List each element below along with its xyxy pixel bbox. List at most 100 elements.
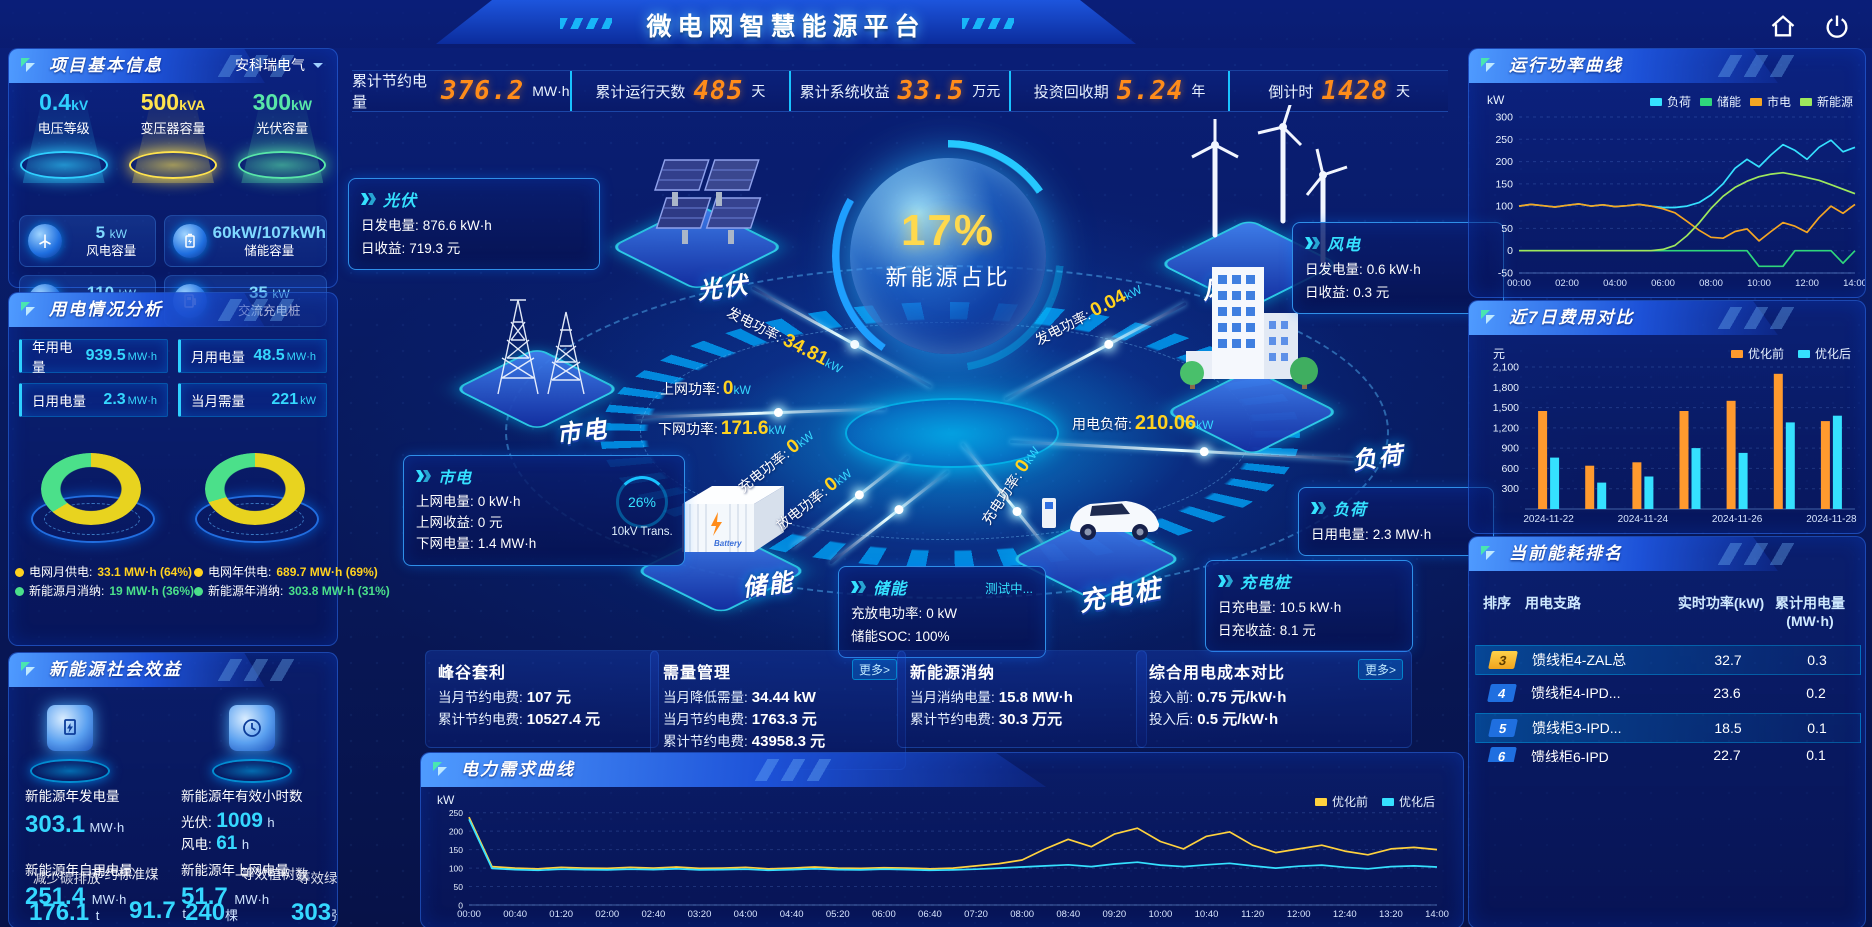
company-select[interactable]: 安科瑞电气: [235, 55, 323, 75]
panel-corner-icon: [1481, 58, 1497, 74]
wind-icon: [28, 224, 62, 258]
more-button[interactable]: 更多>: [851, 659, 897, 680]
panel-title: 运行功率曲线: [1509, 56, 1623, 75]
home-icon[interactable]: [1768, 12, 1798, 40]
flow-load-power: 用电负荷: 210.06kW: [1072, 412, 1214, 434]
svg-text:50: 50: [454, 882, 464, 892]
panel-consumption: 用电情况分析 年用电量 939.5 MW·h 月用电量 48.5 MW·h 日用电量 2.…: [8, 292, 390, 646]
kpi-run-days: 累计运行天数 485 天: [569, 71, 790, 111]
storage-island-label: 储能: [740, 568, 796, 603]
svg-text:01:20: 01:20: [549, 909, 573, 920]
spotlight-stats: 0.4kV 电压等级 500kVA 变压器容量 300kW 光伏容量: [9, 83, 337, 207]
legend-before[interactable]: 优化前: [1314, 793, 1368, 810]
panel-corner-icon: [433, 762, 449, 778]
legend-renew-year[interactable]: 新能源年消纳: 303.8 MW·h (31%): [194, 582, 390, 601]
table-row[interactable]: 6 馈线柜6-IPD 22.7 0.1: [1475, 747, 1859, 762]
cost-legend: 优化前 优化后: [1730, 345, 1851, 362]
stat-year-energy: 年用电量 939.5 MW·h: [19, 339, 168, 375]
benefit-selfuse-coal-co2: 新能源年自用电量 节约标准煤 减少碳排放 251.4 MW·h 176.1 t …: [25, 863, 187, 926]
spot-pv-capacity: 300kW 光伏容量: [232, 89, 332, 207]
svg-text:100: 100: [449, 864, 463, 874]
chevron-right-icon: [361, 193, 376, 205]
stat-month-demand: 当月需量 221 kW: [178, 383, 327, 417]
hours-clock-icon: [207, 705, 297, 783]
legend-grid-month[interactable]: 电网月供电: 33.1 MW·h (64%): [15, 563, 194, 582]
svg-text:250: 250: [449, 808, 463, 818]
legend-grid[interactable]: 市电: [1749, 93, 1791, 110]
ev-car-icon: [1042, 498, 1159, 540]
panel-title: 电力需求曲线: [461, 760, 575, 779]
svg-text:04:00: 04:00: [734, 909, 758, 920]
legend-after[interactable]: 优化后: [1797, 345, 1851, 362]
svg-text:02:00: 02:00: [1555, 278, 1579, 289]
kpi-saved-energy: 累计节约电量 376.2 MW·h: [352, 73, 570, 111]
svg-text:11:20: 11:20: [1241, 909, 1264, 920]
header-deco-right: [962, 18, 1014, 29]
rank-badge: 4: [1487, 684, 1517, 702]
page-title: 微电网智慧能源平台: [646, 13, 926, 41]
building-icon: [1180, 267, 1318, 389]
charger-info-box: 充电桩 日充电量: 10.5 kW·h 日充收益: 8.1 元: [1205, 560, 1413, 652]
svg-text:14:00: 14:00: [1843, 278, 1865, 289]
strategy-demand-mgmt: 需量管理 更多> 当月降低需量: 34.44 kW 当月节约电费: 1763.3 元…: [650, 650, 906, 770]
table-row[interactable]: 3 馈线柜4-ZAL总 32.7 0.3: [1475, 645, 1861, 675]
svg-text:09:20: 09:20: [1102, 909, 1126, 920]
capacity-storage: 60kW/107kWh 储能容量: [163, 215, 327, 267]
panel-corner-icon: [21, 302, 37, 318]
legend-renew-month[interactable]: 新能源月消纳: 19 MW·h (36%): [15, 582, 194, 601]
demand-legend: 优化前 优化后: [1314, 793, 1435, 810]
svg-text:02:40: 02:40: [641, 909, 665, 920]
table-row[interactable]: 4 馈线柜4-IPD... 23.6 0.2: [1475, 679, 1859, 707]
chevron-down-icon: [313, 63, 323, 73]
svg-text:13:20: 13:20: [1379, 909, 1403, 920]
svg-text:04:40: 04:40: [780, 909, 804, 920]
panel-title: 新能源社会效益: [49, 660, 182, 679]
svg-text:08:00: 08:00: [1010, 909, 1034, 920]
chevron-right-icon: [416, 470, 431, 482]
legend-storage[interactable]: 储能: [1699, 93, 1741, 110]
pv-island-label: 光伏: [695, 271, 751, 306]
svg-text:02:00: 02:00: [595, 909, 619, 920]
load-info-box: 负荷 日用电量: 2.3 MW·h: [1298, 487, 1494, 556]
power-legend: 负荷 储能 市电 新能源: [1649, 93, 1853, 110]
chevron-right-icon: [1305, 237, 1320, 249]
grid-info-box: 市电 上网电量: 0 kW·h 上网收益: 0 元 下网电量: 1.4 MW·h 26…: [403, 455, 685, 566]
storage-info-box: 储能 测试中... 充放电功率: 0 kW 储能SOC: 100%: [838, 566, 1046, 658]
legend-after[interactable]: 优化后: [1381, 793, 1435, 810]
svg-text:2,100: 2,100: [1493, 362, 1519, 374]
svg-text:-50: -50: [1498, 268, 1513, 280]
panel-title: 近7日费用对比: [1509, 308, 1635, 327]
donut-year: [190, 433, 320, 553]
kpi-revenue: 累计系统收益 33.5 万元: [789, 71, 1009, 111]
more-button[interactable]: 更多>: [1357, 659, 1403, 680]
panel-corner-icon: [21, 662, 37, 678]
legend-before[interactable]: 优化前: [1730, 345, 1784, 362]
transmission-tower-icon: [497, 299, 585, 395]
header: 微电网智慧能源平台: [0, 0, 1872, 48]
header-deco-left: [560, 18, 612, 29]
svg-text:10:00: 10:00: [1149, 909, 1173, 920]
renewable-share-label: 新能源占比: [885, 265, 1011, 290]
svg-text:1,200: 1,200: [1493, 422, 1519, 434]
solar-panels-icon: [654, 159, 762, 244]
legend-load[interactable]: 负荷: [1649, 93, 1691, 110]
svg-text:12:00: 12:00: [1795, 278, 1819, 289]
panel-corner-icon: [1481, 546, 1497, 562]
panel-corner-icon: [21, 58, 37, 74]
svg-text:50: 50: [1501, 223, 1513, 235]
load-island-label: 负荷: [1350, 441, 1406, 476]
panel-cost-compare: 近7日费用对比 元 优化前 优化后 300 600 900 1,200 1,500 1,8…: [1468, 300, 1866, 534]
power-icon[interactable]: [1822, 12, 1852, 40]
table-row[interactable]: 5 馈线柜3-IPD... 18.5 0.1: [1475, 713, 1861, 743]
svg-text:0: 0: [458, 901, 463, 911]
svg-text:06:00: 06:00: [1651, 278, 1675, 289]
legend-grid-year[interactable]: 电网年供电: 689.7 MW·h (69%): [194, 563, 390, 582]
panel-benefits: 新能源社会效益 新能源年发电量 303.1 MW·h 新能源年有效小时数 光伏:…: [8, 652, 338, 927]
svg-text:2024-11-24: 2024-11-24: [1618, 514, 1669, 525]
legend-renewable[interactable]: 新能源: [1799, 93, 1853, 110]
grid-island-label: 市电: [554, 415, 610, 450]
kpi-countdown: 倒计时 1428 天: [1228, 71, 1448, 111]
strategy-renewable-consume: 新能源消纳 当月消纳电量: 15.8 MW·h 累计节约电费: 30.3 万元: [897, 650, 1147, 748]
svg-text:06:00: 06:00: [872, 909, 896, 920]
